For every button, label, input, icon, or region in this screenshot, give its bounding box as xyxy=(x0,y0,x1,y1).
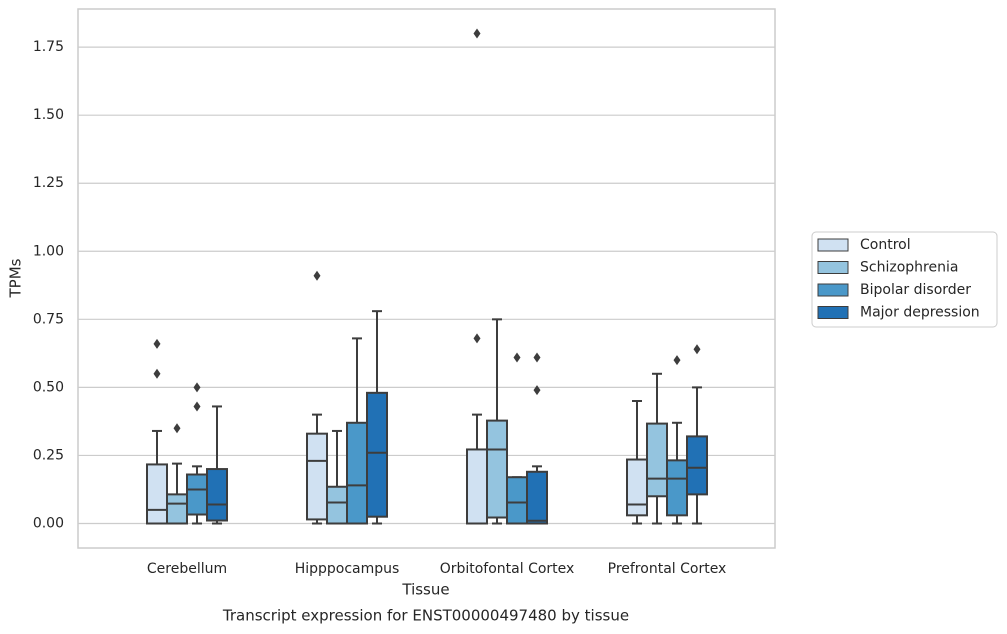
box xyxy=(366,391,388,518)
outlier xyxy=(673,355,681,366)
outlier xyxy=(473,28,481,39)
y-tick-label: 1.25 xyxy=(33,175,64,191)
legend-frame xyxy=(811,231,998,328)
box xyxy=(186,473,208,516)
legend-swatch xyxy=(817,238,849,252)
outlier xyxy=(153,368,161,379)
x-axis-label: Tissue xyxy=(401,581,449,599)
outlier xyxy=(533,352,541,363)
box xyxy=(486,419,508,519)
y-tick-label: 0.75 xyxy=(33,311,64,327)
outlier xyxy=(313,270,321,281)
box xyxy=(666,459,688,517)
box xyxy=(626,458,648,517)
legend-swatch xyxy=(817,306,849,319)
y-tick-label: 0.50 xyxy=(33,379,64,395)
legend-label: Schizophrenia xyxy=(860,260,958,276)
y-tick-label: 0.00 xyxy=(33,516,64,532)
y-tick-label: 1.75 xyxy=(33,39,64,55)
x-tick-label: Hipppocampus xyxy=(295,561,400,577)
y-tick-label: 1.50 xyxy=(33,107,64,123)
plot-frame xyxy=(77,8,776,549)
outlier xyxy=(193,401,201,412)
outlier xyxy=(473,333,481,344)
outlier xyxy=(173,423,181,434)
box xyxy=(346,421,368,525)
box xyxy=(166,493,188,525)
y-tick-label: 1.00 xyxy=(33,243,64,259)
box xyxy=(506,476,528,525)
outlier xyxy=(533,385,541,396)
outlier xyxy=(693,344,701,355)
legend-label: Major depression xyxy=(860,305,980,321)
legend-label: Bipolar disorder xyxy=(860,282,971,298)
legend-label: Control xyxy=(860,237,911,253)
x-tick-label: Prefrontal Cortex xyxy=(608,561,727,577)
chart-title: Transcript expression for ENST0000049748… xyxy=(222,607,629,625)
x-tick-label: Cerebellum xyxy=(147,561,227,577)
box xyxy=(206,468,228,522)
box xyxy=(466,448,488,525)
outlier xyxy=(153,338,161,349)
outlier xyxy=(193,382,201,393)
box xyxy=(146,463,168,525)
outlier xyxy=(513,352,521,363)
box xyxy=(326,485,348,525)
box xyxy=(526,470,548,525)
x-tick-label: Orbitofontal Cortex xyxy=(440,561,575,577)
box xyxy=(646,422,668,498)
legend-swatch xyxy=(817,261,849,274)
box xyxy=(686,435,708,496)
box xyxy=(306,432,328,521)
legend-swatch xyxy=(817,283,849,297)
y-tick-label: 0.25 xyxy=(33,447,64,463)
y-axis-label: TPMs xyxy=(7,258,25,298)
